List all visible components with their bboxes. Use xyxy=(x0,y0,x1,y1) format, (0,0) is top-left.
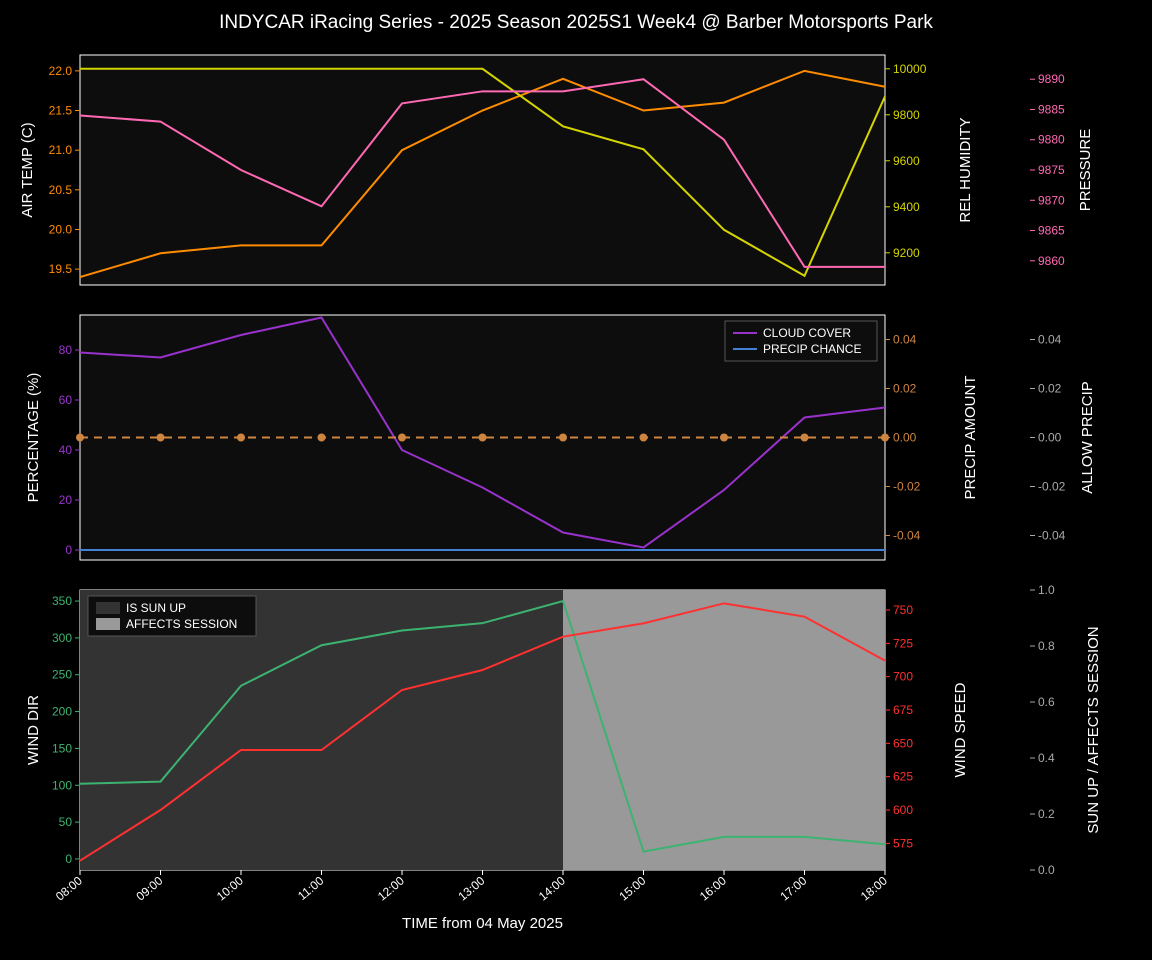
x-tick-label: 13:00 xyxy=(455,873,487,903)
svg-text:100: 100 xyxy=(52,778,72,792)
svg-text:9800: 9800 xyxy=(893,108,920,122)
svg-text:50: 50 xyxy=(59,815,73,829)
svg-text:21.5: 21.5 xyxy=(49,104,73,118)
svg-text:350: 350 xyxy=(52,594,72,608)
x-tick-label: 12:00 xyxy=(375,873,407,903)
precip-amount-marker xyxy=(479,434,487,442)
svg-text:9880: 9880 xyxy=(1038,133,1065,147)
svg-text:0.04: 0.04 xyxy=(893,333,917,347)
precip-amount-marker xyxy=(720,434,728,442)
svg-text:20: 20 xyxy=(59,493,73,507)
svg-text:9870: 9870 xyxy=(1038,193,1065,207)
panel1-bg xyxy=(80,55,885,285)
svg-text:750: 750 xyxy=(893,603,913,617)
x-tick-label: 16:00 xyxy=(697,873,729,903)
svg-text:0.00: 0.00 xyxy=(1038,431,1062,445)
svg-text:-0.04: -0.04 xyxy=(1038,529,1066,543)
x-axis-label: TIME from 04 May 2025 xyxy=(402,915,563,932)
svg-text:0.02: 0.02 xyxy=(893,382,917,396)
svg-text:0: 0 xyxy=(65,543,72,557)
svg-text:0.4: 0.4 xyxy=(1038,751,1055,765)
svg-text:60: 60 xyxy=(59,393,73,407)
x-tick-label: 14:00 xyxy=(536,873,568,903)
svg-text:CLOUD COVER: CLOUD COVER xyxy=(763,326,851,340)
svg-text:625: 625 xyxy=(893,770,913,784)
svg-text:0.02: 0.02 xyxy=(1038,382,1062,396)
svg-text:0.0: 0.0 xyxy=(1038,863,1055,877)
wind-dir-label: WIND DIR xyxy=(25,695,42,765)
svg-text:9860: 9860 xyxy=(1038,254,1065,268)
x-tick-label: 17:00 xyxy=(777,873,809,903)
svg-text:200: 200 xyxy=(52,705,72,719)
svg-text:21.0: 21.0 xyxy=(49,143,73,157)
svg-text:150: 150 xyxy=(52,741,72,755)
sun-affects-label: SUN UP / AFFECTS SESSION xyxy=(1085,626,1102,833)
svg-text:9865: 9865 xyxy=(1038,224,1065,238)
svg-text:19.5: 19.5 xyxy=(49,262,73,276)
svg-text:IS SUN UP: IS SUN UP xyxy=(126,601,186,615)
svg-text:0.6: 0.6 xyxy=(1038,695,1055,709)
air-temp-label: AIR TEMP (C) xyxy=(19,122,36,217)
x-tick-label: 09:00 xyxy=(133,873,165,903)
precip-amount-marker xyxy=(237,434,245,442)
precip-amount-marker xyxy=(157,434,165,442)
precip-amount-marker xyxy=(318,434,326,442)
rel-humidity-label: REL HUMIDITY xyxy=(957,117,974,222)
allow-precip-label: ALLOW PRECIP xyxy=(1079,381,1096,494)
x-tick-label: 08:00 xyxy=(53,873,85,903)
svg-text:80: 80 xyxy=(59,343,73,357)
x-tick-label: 10:00 xyxy=(214,873,246,903)
svg-text:-0.02: -0.02 xyxy=(1038,480,1066,494)
svg-text:650: 650 xyxy=(893,736,913,750)
svg-text:40: 40 xyxy=(59,443,73,457)
svg-text:0.8: 0.8 xyxy=(1038,639,1055,653)
precip-amount-marker xyxy=(398,434,406,442)
wind-speed-label: WIND SPEED xyxy=(952,682,969,777)
svg-text:675: 675 xyxy=(893,703,913,717)
percentage-label: PERCENTAGE (%) xyxy=(25,373,42,503)
svg-text:9885: 9885 xyxy=(1038,102,1065,116)
svg-text:9890: 9890 xyxy=(1038,72,1065,86)
precip-amount-marker xyxy=(76,434,84,442)
svg-text:0.2: 0.2 xyxy=(1038,807,1055,821)
svg-text:700: 700 xyxy=(893,670,913,684)
x-tick-label: 15:00 xyxy=(616,873,648,903)
svg-text:20.0: 20.0 xyxy=(49,222,73,236)
affects-session-region xyxy=(563,590,885,870)
precip-amount-marker xyxy=(559,434,567,442)
svg-text:9875: 9875 xyxy=(1038,163,1065,177)
svg-text:0.04: 0.04 xyxy=(1038,333,1062,347)
precip-amount-marker xyxy=(640,434,648,442)
weather-dashboard: INDYCAR iRacing Series - 2025 Season 202… xyxy=(0,0,1152,960)
svg-text:9400: 9400 xyxy=(893,200,920,214)
precip-amount-marker xyxy=(881,434,889,442)
svg-text:300: 300 xyxy=(52,631,72,645)
x-tick-label: 18:00 xyxy=(858,873,890,903)
svg-text:0: 0 xyxy=(65,852,72,866)
svg-text:22.0: 22.0 xyxy=(49,64,73,78)
x-tick-label: 11:00 xyxy=(295,873,327,903)
svg-text:0.00: 0.00 xyxy=(893,431,917,445)
svg-text:250: 250 xyxy=(52,668,72,682)
precip-amount-label: PRECIP AMOUNT xyxy=(962,376,979,500)
svg-text:-0.02: -0.02 xyxy=(893,480,921,494)
svg-text:575: 575 xyxy=(893,836,913,850)
chart-title: INDYCAR iRacing Series - 2025 Season 202… xyxy=(219,12,933,33)
svg-text:AFFECTS SESSION: AFFECTS SESSION xyxy=(126,617,237,631)
svg-text:9600: 9600 xyxy=(893,154,920,168)
svg-text:600: 600 xyxy=(893,803,913,817)
pressure-label: PRESSURE xyxy=(1077,129,1094,212)
svg-text:725: 725 xyxy=(893,636,913,650)
svg-text:1.0: 1.0 xyxy=(1038,583,1055,597)
svg-text:9200: 9200 xyxy=(893,246,920,260)
svg-text:10000: 10000 xyxy=(893,62,927,76)
precip-amount-marker xyxy=(801,434,809,442)
svg-text:20.5: 20.5 xyxy=(49,183,73,197)
svg-text:PRECIP CHANCE: PRECIP CHANCE xyxy=(763,342,861,356)
svg-text:-0.04: -0.04 xyxy=(893,529,921,543)
